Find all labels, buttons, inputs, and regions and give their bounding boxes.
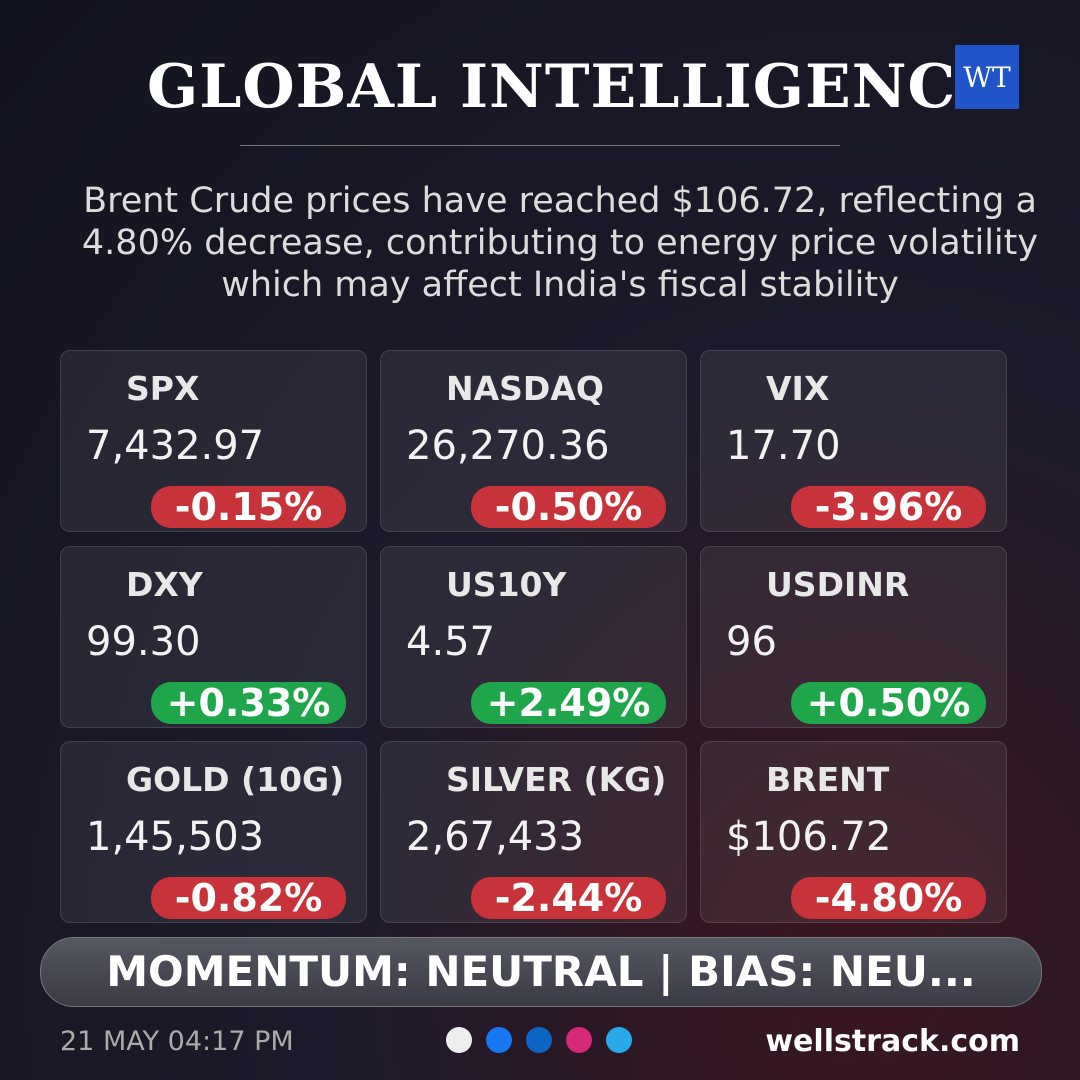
telegram-icon[interactable] [606,1027,632,1053]
change-pill: -0.50% [471,486,666,528]
card-label: GOLD (10G) [126,760,345,799]
market-card: SPX 7,432.97 -0.15% [60,350,367,532]
divider [240,145,840,146]
market-card: USDINR 96 +0.50% [700,546,1007,728]
date: 21 MAY 04:17 PM [60,1026,294,1057]
summary: Brent Crude prices have reached $106.72,… [81,181,1039,305]
change-pill: +0.50% [791,682,986,724]
linkedin-icon[interactable] [526,1027,552,1053]
card-label: US10Y [446,565,567,604]
card-label: SILVER (KG) [446,760,667,799]
card-value: $106.72 [726,814,892,860]
market-card: NASDAQ 26,270.36 -0.50% [380,350,687,532]
change-pill: -4.80% [791,877,986,919]
title: GLOBAL INTELLIGENCE [146,52,1004,122]
x-icon[interactable] [446,1027,472,1053]
market-card: GOLD (10G) 1,45,503 -0.82% [60,741,367,923]
card-value: 4.57 [406,619,496,665]
card-value: 2,67,433 [406,814,585,860]
change-pill: +0.33% [151,682,346,724]
change-pill: -0.82% [151,877,346,919]
momentum-banner: MOMENTUM: NEUTRAL | BIAS: NEU... [40,937,1042,1007]
facebook-icon[interactable] [486,1027,512,1053]
change-pill: -2.44% [471,877,666,919]
card-value: 26,270.36 [406,423,610,469]
social-icons [446,1027,632,1053]
card-value: 17.70 [726,423,841,469]
card-label: DXY [126,565,203,604]
card-value: 7,432.97 [86,423,265,469]
change-pill: -0.15% [151,486,346,528]
market-card: DXY 99.30 +0.33% [60,546,367,728]
change-pill: +2.49% [471,682,666,724]
card-value: 96 [726,619,777,665]
market-card: SILVER (KG) 2,67,433 -2.44% [380,741,687,923]
card-label: SPX [126,369,200,408]
market-card: US10Y 4.57 +2.49% [380,546,687,728]
card-label: NASDAQ [446,369,604,408]
card-label: VIX [766,369,830,408]
change-pill: -3.96% [791,486,986,528]
website: wellstrack.com [765,1024,1020,1059]
card-label: BRENT [766,760,890,799]
instagram-icon[interactable] [566,1027,592,1053]
card-value: 1,45,503 [86,814,265,860]
market-card: BRENT $106.72 -4.80% [700,741,1007,923]
card-label: USDINR [766,565,910,604]
card-value: 99.30 [86,619,201,665]
logo: WT [955,45,1019,109]
market-card: VIX 17.70 -3.96% [700,350,1007,532]
